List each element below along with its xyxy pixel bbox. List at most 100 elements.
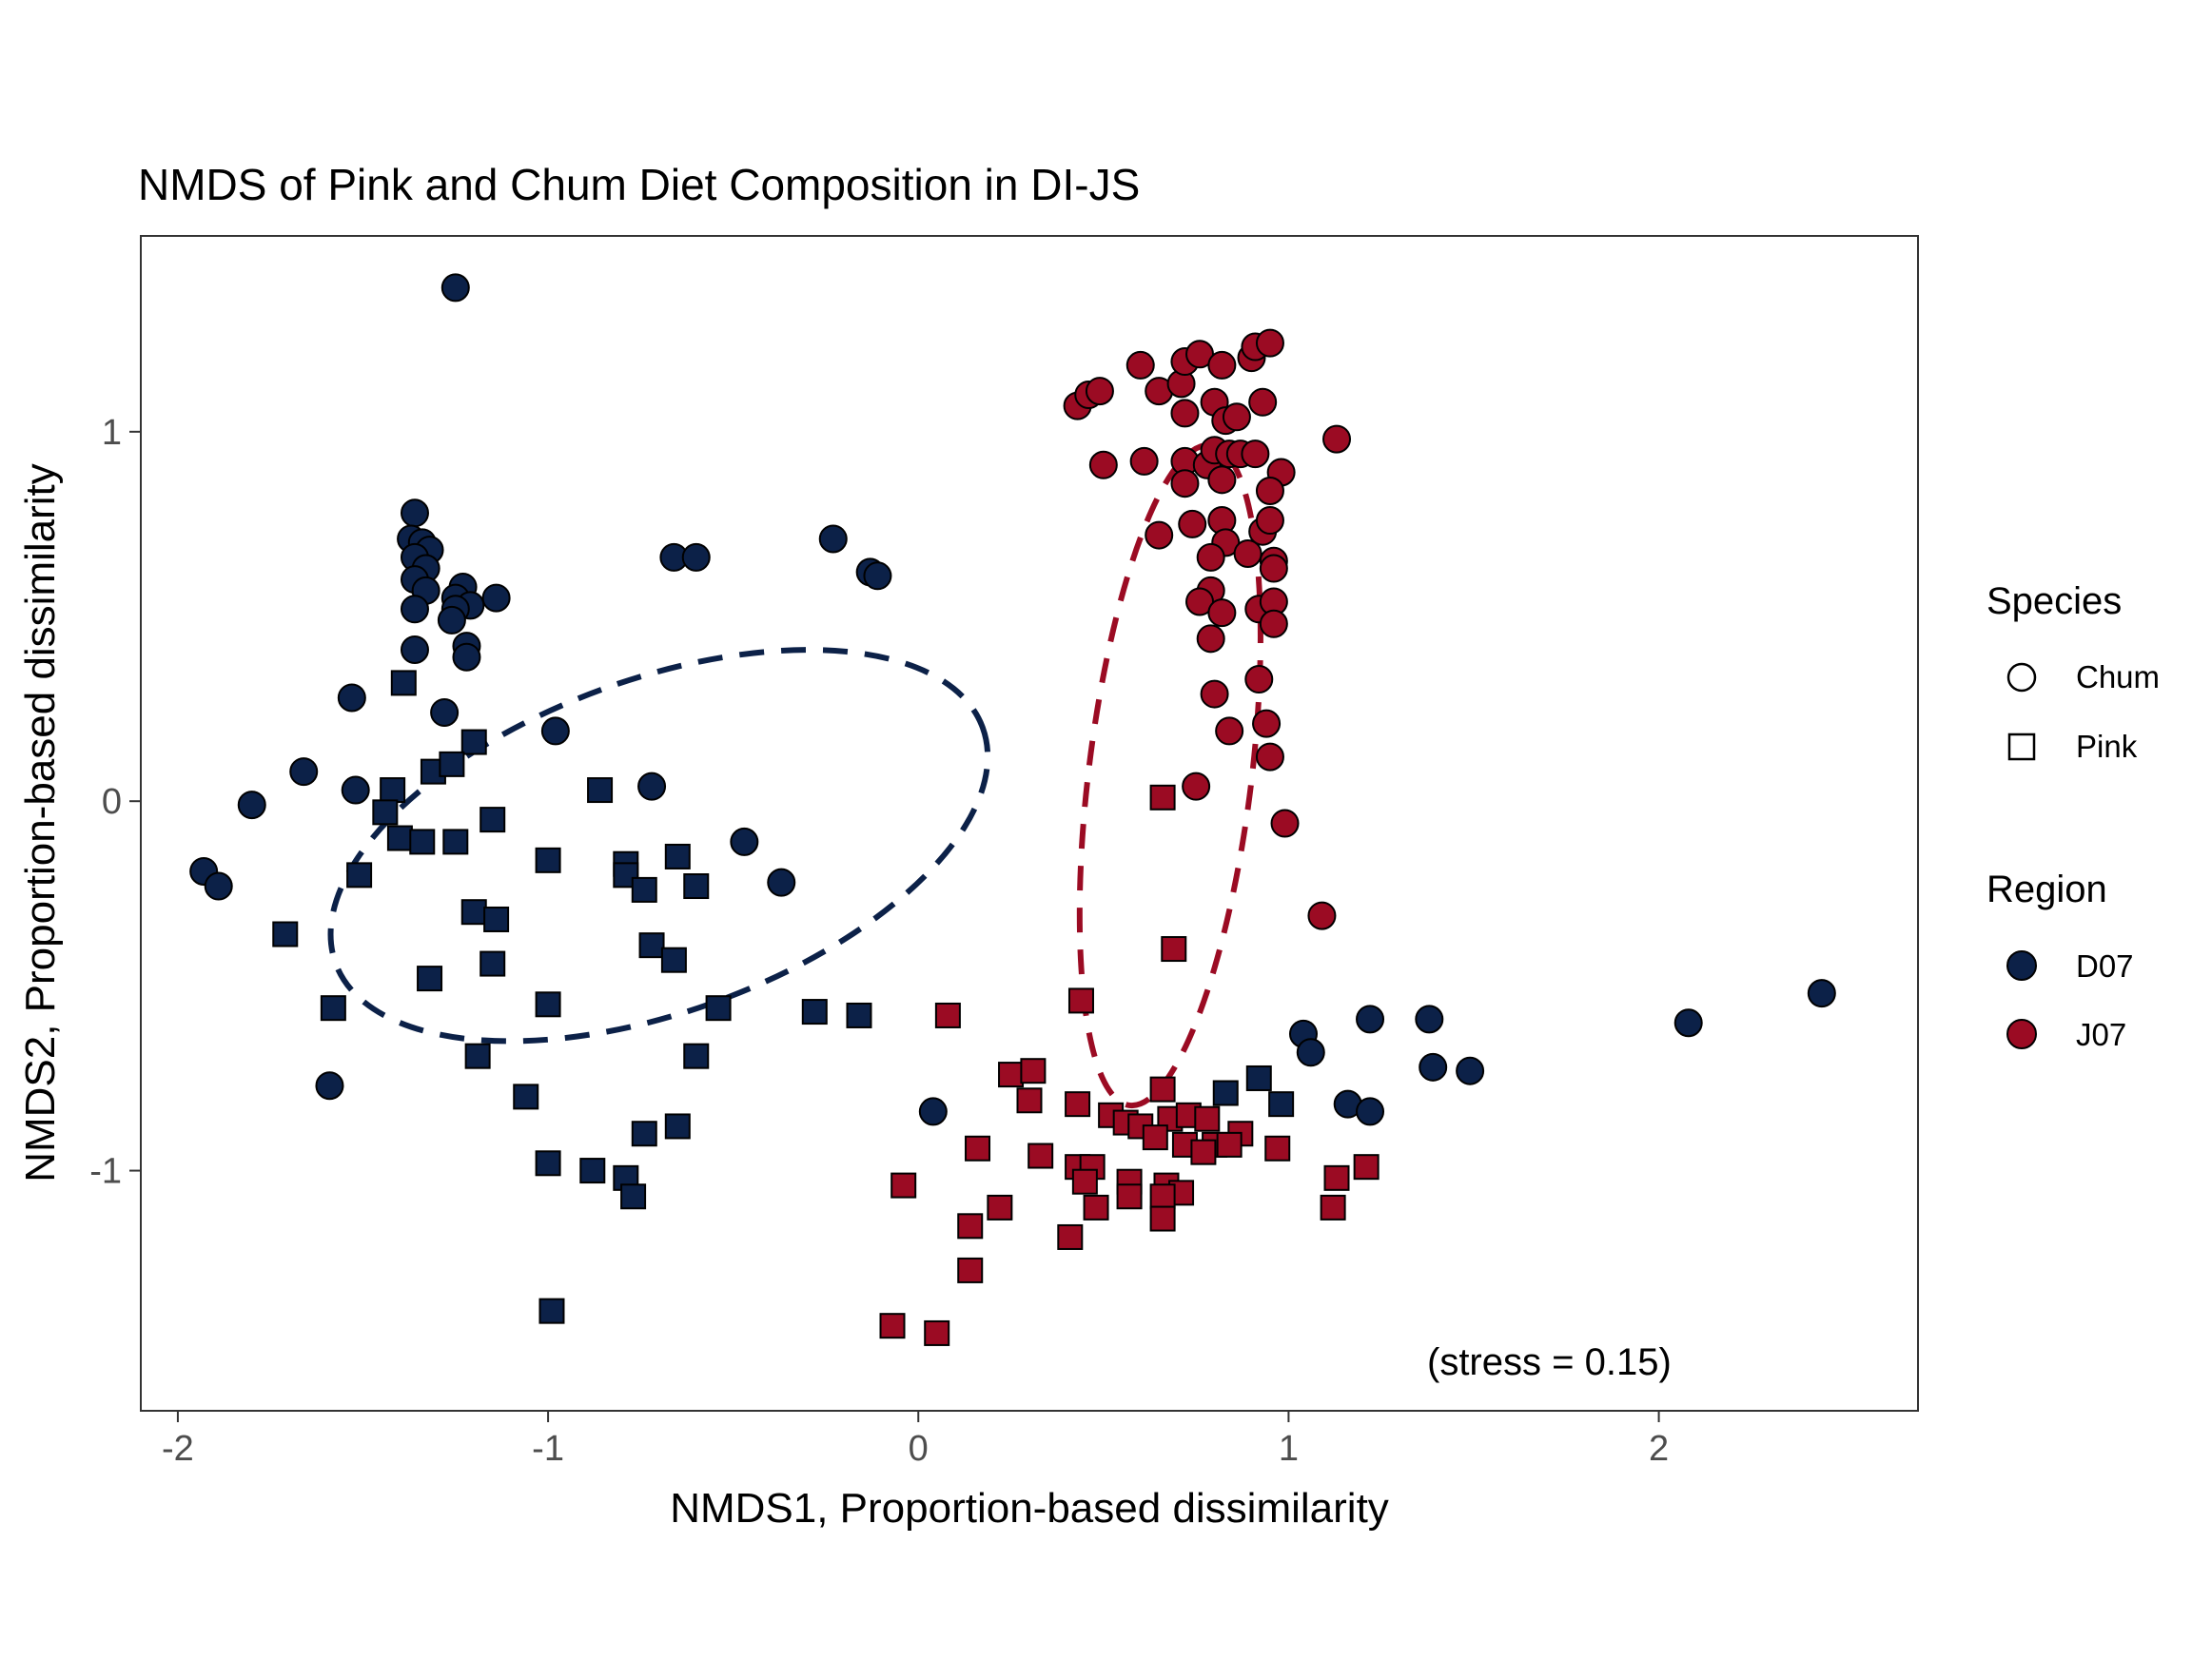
point-pink-j07 <box>1216 1131 1243 1158</box>
point-chum-d07 <box>237 791 266 820</box>
point-pink-d07 <box>480 950 506 977</box>
legend-j07-label: J07 <box>2076 1017 2126 1052</box>
point-chum-j07 <box>1215 716 1244 746</box>
y-axis: -1 0 1 <box>89 413 141 1192</box>
point-chum-j07 <box>1270 809 1300 838</box>
point-pink-d07 <box>579 1158 606 1184</box>
point-pink-j07 <box>1016 1087 1043 1114</box>
point-pink-j07 <box>965 1135 991 1162</box>
point-pink-j07 <box>1149 1076 1176 1103</box>
point-chum-j07 <box>1255 328 1284 358</box>
point-pink-d07 <box>320 995 346 1022</box>
point-chum-j07 <box>1222 402 1251 432</box>
point-chum-d07 <box>452 642 481 672</box>
point-pink-j07 <box>1067 987 1094 1014</box>
point-pink-d07 <box>439 751 465 777</box>
point-chum-j07 <box>1207 598 1237 628</box>
point-pink-d07 <box>442 829 469 855</box>
x-axis: -2 -1 0 1 2 <box>162 1411 1669 1469</box>
point-chum-d07 <box>1296 1038 1325 1067</box>
legend-species-title: Species <box>1986 580 2122 622</box>
point-pink-d07 <box>535 1150 561 1177</box>
y-axis-label: NMDS2, Proportion-based dissimilarity <box>17 463 64 1182</box>
point-pink-d07 <box>801 999 828 1026</box>
point-chum-j07 <box>1129 446 1159 476</box>
point-chum-j07 <box>1178 509 1207 538</box>
point-chum-j07 <box>1255 506 1284 536</box>
plot-area: (stress = 0.15) <box>140 235 1919 1412</box>
point-chum-j07 <box>1125 350 1155 380</box>
point-pink-d07 <box>631 1121 657 1147</box>
point-chum-j07 <box>1170 399 1200 428</box>
point-pink-j07 <box>1320 1194 1346 1221</box>
point-chum-d07 <box>400 595 429 624</box>
point-chum-j07 <box>1196 542 1225 572</box>
point-pink-j07 <box>1323 1164 1350 1191</box>
y-tick-label: 0 <box>102 782 122 822</box>
point-pink-d07 <box>460 899 487 926</box>
point-chum-d07 <box>437 605 466 635</box>
point-chum-j07 <box>1088 450 1118 479</box>
point-pink-d07 <box>846 1002 872 1028</box>
point-chum-d07 <box>341 775 370 805</box>
point-pink-j07 <box>987 1194 1013 1221</box>
point-chum-j07 <box>1241 440 1270 469</box>
point-pink-d07 <box>409 829 436 855</box>
legend-pink-key <box>2007 733 2036 761</box>
point-chum-j07 <box>1252 709 1282 738</box>
point-chum-j07 <box>1255 476 1284 505</box>
point-chum-j07 <box>1244 665 1274 694</box>
point-pink-j07 <box>1065 1091 1091 1118</box>
point-chum-j07 <box>1145 520 1174 550</box>
point-chum-d07 <box>430 697 460 727</box>
point-pink-j07 <box>957 1213 984 1240</box>
point-pink-d07 <box>1268 1091 1295 1118</box>
point-pink-d07 <box>386 825 413 851</box>
point-pink-j07 <box>998 1062 1025 1088</box>
point-pink-j07 <box>1116 1183 1143 1210</box>
point-chum-j07 <box>1207 350 1237 380</box>
point-chum-d07 <box>918 1097 948 1126</box>
point-chum-j07 <box>1255 742 1284 772</box>
point-pink-j07 <box>1149 1205 1176 1232</box>
x-tick-label: 0 <box>909 1429 929 1469</box>
point-chum-j07 <box>1200 679 1229 709</box>
legend-j07-key <box>2006 1019 2037 1049</box>
x-tick-label: -1 <box>532 1429 564 1469</box>
point-pink-d07 <box>535 847 561 873</box>
x-axis-label: NMDS1, Proportion-based dissimilarity <box>670 1485 1389 1532</box>
point-pink-d07 <box>464 1043 491 1069</box>
point-chum-j07 <box>1207 465 1237 495</box>
point-pink-d07 <box>587 777 614 804</box>
chart-title: NMDS of Pink and Chum Diet Composition i… <box>138 160 1140 209</box>
point-pink-d07 <box>620 1183 647 1210</box>
point-pink-j07 <box>890 1172 917 1199</box>
stress-annotation: (stress = 0.15) <box>1427 1341 1672 1383</box>
point-chum-d07 <box>730 827 759 856</box>
point-chum-d07 <box>289 757 319 787</box>
point-pink-d07 <box>664 843 691 869</box>
point-pink-j07 <box>1194 1105 1221 1132</box>
point-pink-d07 <box>683 873 710 900</box>
point-pink-j07 <box>934 1002 961 1028</box>
point-chum-d07 <box>540 716 570 746</box>
legend-chum-key <box>2006 662 2037 693</box>
point-chum-d07 <box>681 542 711 572</box>
point-pink-d07 <box>638 932 665 959</box>
point-chum-d07 <box>863 561 892 591</box>
point-chum-d07 <box>1419 1052 1448 1082</box>
point-pink-j07 <box>1057 1223 1084 1250</box>
point-pink-j07 <box>1190 1139 1217 1165</box>
point-chum-d07 <box>637 772 667 801</box>
x-tick-label: 2 <box>1649 1429 1669 1469</box>
point-chum-j07 <box>1322 424 1352 454</box>
point-chum-j07 <box>1085 377 1114 406</box>
point-chum-d07 <box>315 1071 344 1101</box>
point-chum-d07 <box>204 871 233 901</box>
legend: Species Chum Pink Region D07 J07 <box>1986 580 2160 1052</box>
point-pink-d07 <box>483 906 510 932</box>
point-pink-d07 <box>272 921 299 947</box>
point-chum-j07 <box>1307 901 1337 930</box>
point-chum-j07 <box>1170 469 1200 498</box>
point-pink-d07 <box>664 1113 691 1140</box>
